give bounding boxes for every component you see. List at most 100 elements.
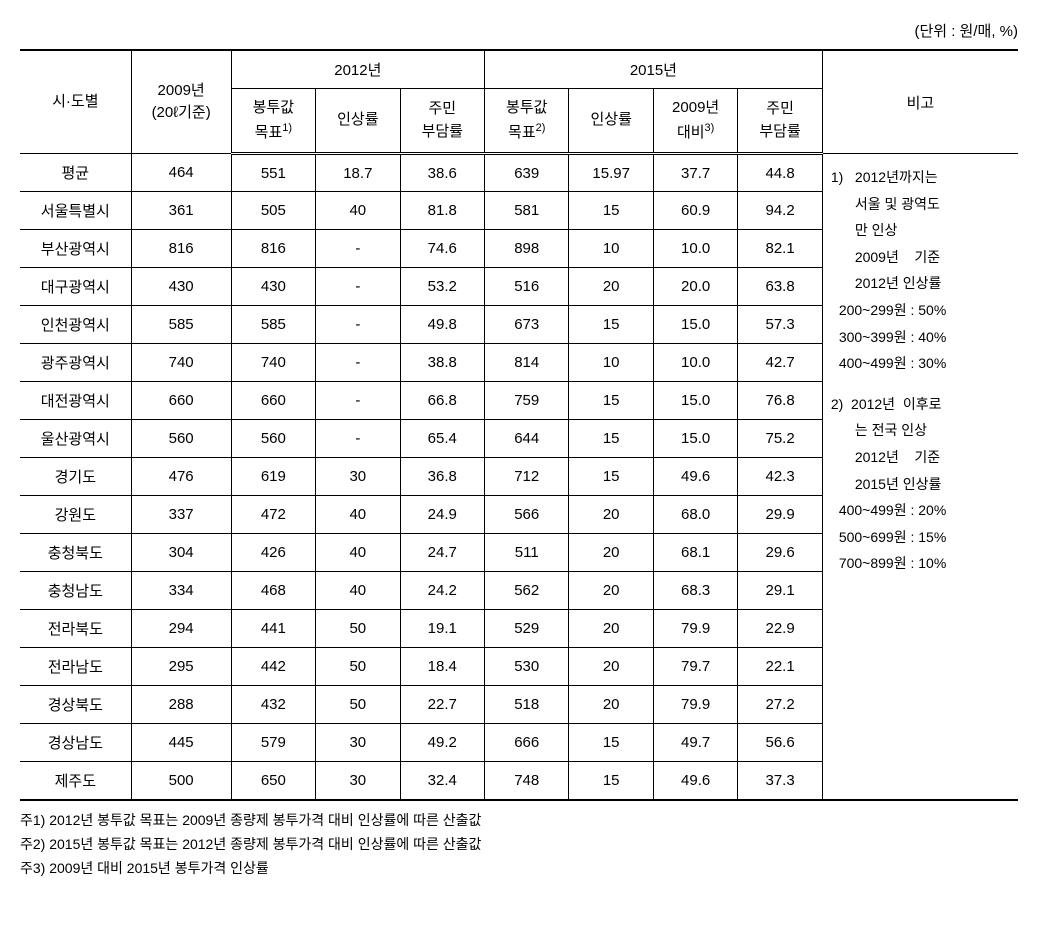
table-cell: - [316, 306, 400, 344]
table-cell: 29.9 [738, 496, 822, 534]
table-cell: 619 [231, 458, 315, 496]
table-cell: 464 [131, 154, 231, 192]
table-cell: 22.1 [738, 648, 822, 686]
table-cell: 57.3 [738, 306, 822, 344]
table-cell: 511 [485, 534, 569, 572]
notes-cell: 1) 2012년까지는서울 및 광역도만 인상2009년 기준2012년 인상률… [822, 154, 1018, 801]
table-cell: 부산광역시 [20, 230, 131, 268]
table-cell: 20 [569, 572, 653, 610]
header-2009: 2009년 (20ℓ기준) [131, 50, 231, 154]
header-2012-burden: 주민 부담률 [400, 89, 484, 154]
header-2012-burden-l1: 주민 [428, 100, 456, 117]
table-cell: 30 [316, 458, 400, 496]
table-cell: 530 [485, 648, 569, 686]
header-2012-target: 봉투값 목표1) [231, 89, 315, 154]
header-2015-target: 봉투값 목표2) [485, 89, 569, 154]
table-cell: 10 [569, 344, 653, 382]
header-2015-vs2009: 2009년 대비3) [653, 89, 737, 154]
table-cell: 660 [231, 382, 315, 420]
table-cell: 30 [316, 762, 400, 801]
table-cell: 898 [485, 230, 569, 268]
table-cell: - [316, 382, 400, 420]
note-line: 700~899원 : 10% [831, 550, 1010, 577]
note-line: 는 전국 인상 [831, 417, 1010, 444]
table-cell: 441 [231, 610, 315, 648]
table-cell: 68.0 [653, 496, 737, 534]
table-cell: 476 [131, 458, 231, 496]
table-container: (단위 : 원/매, %) 시·도별 2009년 (20ℓ기준) 2012년 2… [20, 20, 1018, 880]
table-cell: 79.9 [653, 610, 737, 648]
table-cell: 63.8 [738, 268, 822, 306]
table-cell: 814 [485, 344, 569, 382]
table-cell: 19.1 [400, 610, 484, 648]
table-cell: 30 [316, 724, 400, 762]
header-2012-target-l1: 봉투값 [253, 99, 294, 116]
table-cell: 15 [569, 382, 653, 420]
table-cell: - [316, 344, 400, 382]
table-cell: 20 [569, 648, 653, 686]
header-2012-burden-l2: 부담률 [422, 123, 463, 140]
table-cell: 295 [131, 648, 231, 686]
sup-1: 1) [282, 122, 292, 134]
table-cell: 38.6 [400, 154, 484, 192]
header-region: 시·도별 [20, 50, 131, 154]
table-cell: 581 [485, 192, 569, 230]
header-notes: 비고 [822, 50, 1018, 154]
header-2009-line2: (20ℓ기준) [152, 104, 211, 121]
sup-2: 2) [536, 122, 546, 134]
table-cell: 49.6 [653, 762, 737, 801]
table-cell: 294 [131, 610, 231, 648]
table-body: 평균46455118.738.663915.9737.744.81) 2012년… [20, 154, 1018, 801]
table-cell: - [316, 420, 400, 458]
table-cell: 68.1 [653, 534, 737, 572]
table-cell: 15 [569, 724, 653, 762]
header-2015-target-l1: 봉투값 [506, 99, 547, 116]
table-cell: 516 [485, 268, 569, 306]
table-cell: 44.8 [738, 154, 822, 192]
table-cell: 426 [231, 534, 315, 572]
table-cell: 49.7 [653, 724, 737, 762]
table-cell: 32.4 [400, 762, 484, 801]
table-cell: 20 [569, 496, 653, 534]
table-cell: 579 [231, 724, 315, 762]
table-cell: 15.97 [569, 154, 653, 192]
table-cell: 82.1 [738, 230, 822, 268]
sup-3: 3) [705, 122, 715, 134]
table-cell: 제주도 [20, 762, 131, 801]
table-cell: 816 [131, 230, 231, 268]
table-cell: 562 [485, 572, 569, 610]
table-cell: 529 [485, 610, 569, 648]
note-line: 300~399원 : 40% [831, 324, 1010, 351]
table-cell: 29.1 [738, 572, 822, 610]
header-2015-group: 2015년 [485, 50, 823, 89]
table-row: 평균46455118.738.663915.9737.744.81) 2012년… [20, 154, 1018, 192]
table-cell: 서울특별시 [20, 192, 131, 230]
table-cell: 759 [485, 382, 569, 420]
table-cell: 361 [131, 192, 231, 230]
header-2012-rate: 인상률 [316, 89, 400, 154]
note-line: 400~499원 : 30% [831, 350, 1010, 377]
table-cell: 566 [485, 496, 569, 534]
table-cell: 49.2 [400, 724, 484, 762]
table-cell: 37.7 [653, 154, 737, 192]
header-2015-target-l2: 목표 [508, 124, 536, 141]
table-cell: 337 [131, 496, 231, 534]
table-cell: 50 [316, 610, 400, 648]
table-cell: 666 [485, 724, 569, 762]
table-cell: 15.0 [653, 420, 737, 458]
table-cell: 40 [316, 534, 400, 572]
table-cell: 60.9 [653, 192, 737, 230]
data-table: 시·도별 2009년 (20ℓ기준) 2012년 2015년 비고 봉투값 목표… [20, 49, 1018, 801]
table-cell: 430 [231, 268, 315, 306]
table-cell: - [316, 230, 400, 268]
table-cell: 81.8 [400, 192, 484, 230]
footnote-2: 주2) 2015년 봉투값 목표는 2012년 종량제 봉투가격 대비 인상률에… [20, 833, 1018, 857]
table-cell: 40 [316, 496, 400, 534]
table-cell: 36.8 [400, 458, 484, 496]
table-cell: 전라남도 [20, 648, 131, 686]
table-cell: 10.0 [653, 230, 737, 268]
table-cell: 충청북도 [20, 534, 131, 572]
header-2015-vs2009-l1: 2009년 [672, 99, 719, 116]
table-cell: 22.7 [400, 686, 484, 724]
table-cell: 673 [485, 306, 569, 344]
